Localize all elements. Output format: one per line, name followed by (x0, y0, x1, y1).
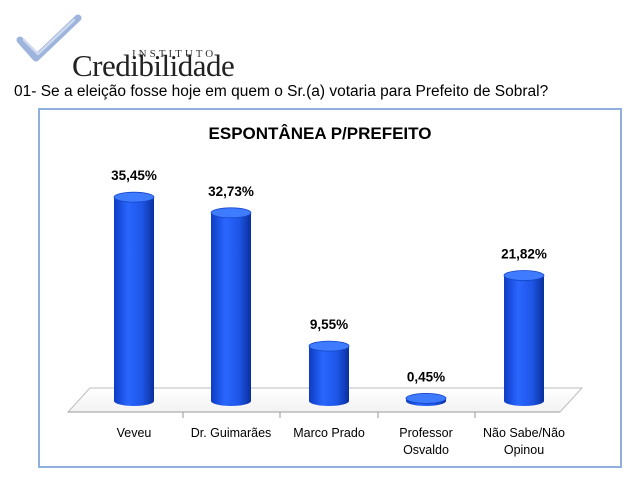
category-label: Marco Prado (293, 426, 365, 440)
bar-body (309, 346, 349, 406)
chart-title: ESPONTÂNEA P/PREFEITO (208, 124, 432, 143)
data-label: 0,45% (407, 369, 445, 384)
data-label: 35,45% (111, 168, 157, 183)
category-label: Opinou (504, 443, 544, 457)
survey-question: 01- Se a eleição fosse hoje em quem o Sr… (14, 83, 549, 100)
bar-body (114, 197, 154, 406)
bar-top (113, 191, 155, 203)
bar (308, 340, 350, 406)
category-label: Veveu (117, 426, 152, 440)
logo-subtitle: INSTITUTO (132, 48, 217, 60)
category-label: Osvaldo (403, 443, 449, 457)
bar-body (211, 212, 251, 406)
bar (210, 207, 252, 406)
institute-logo: INSTITUTO Credibilidade (14, 10, 244, 83)
bar (405, 393, 447, 406)
bar-top (210, 207, 252, 219)
data-label: 21,82% (501, 247, 547, 262)
category-label: Professor (399, 426, 453, 440)
data-label: 9,55% (310, 317, 348, 332)
data-label: 32,73% (208, 184, 254, 199)
bar (503, 270, 545, 406)
logo-name: Credibilidade (72, 48, 235, 83)
bar (113, 191, 155, 406)
bar-top (405, 393, 447, 404)
category-label: Dr. Guimarães (191, 426, 272, 440)
checkmark-icon (16, 14, 82, 62)
bar-body (504, 275, 544, 406)
category-label: Não Sabe/Não (483, 426, 565, 440)
bar-top (308, 340, 350, 352)
bar-top (503, 270, 545, 281)
